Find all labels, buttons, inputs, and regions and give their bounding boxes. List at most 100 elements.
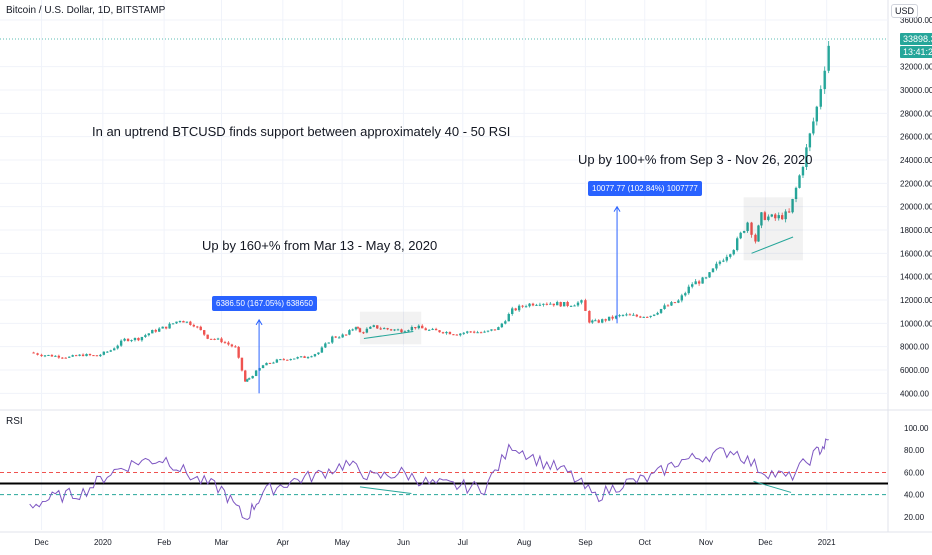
candle-body bbox=[566, 302, 569, 306]
candle-body bbox=[116, 345, 119, 349]
candle-body bbox=[310, 356, 313, 358]
countdown-tag: 13:41:24 bbox=[900, 46, 932, 58]
candle-body bbox=[670, 302, 673, 306]
candle-body bbox=[414, 327, 417, 329]
candle-body bbox=[528, 303, 531, 307]
candle-body bbox=[71, 355, 74, 357]
candle-body bbox=[819, 89, 822, 107]
candle-body bbox=[81, 354, 85, 357]
time-tick-label: Mar bbox=[215, 538, 229, 547]
candle-body bbox=[431, 328, 434, 330]
candle-body bbox=[396, 329, 400, 331]
candle-body bbox=[757, 225, 760, 242]
candle-body bbox=[168, 323, 171, 329]
candle-body bbox=[621, 314, 625, 316]
candle-body bbox=[261, 365, 265, 369]
spring-measure-label[interactable]: 6386.50 (167.05%) 638650 bbox=[212, 296, 317, 311]
candle-body bbox=[272, 362, 275, 364]
symbol-title[interactable]: Bitcoin / U.S. Dollar, 1D, BITSTAMP bbox=[6, 5, 166, 16]
candle-body bbox=[282, 359, 286, 361]
price-tick-label: 12000.00 bbox=[900, 296, 932, 305]
candle-body bbox=[68, 356, 71, 358]
candle-body bbox=[625, 314, 628, 316]
candle-body bbox=[459, 333, 462, 336]
candle-body bbox=[365, 328, 369, 333]
candle-body bbox=[354, 327, 358, 330]
candle-body bbox=[178, 320, 182, 322]
candle-body bbox=[715, 263, 718, 269]
candle-body bbox=[718, 261, 722, 264]
price-tick-label: 14000.00 bbox=[900, 273, 932, 282]
price-tick-label: 18000.00 bbox=[900, 226, 932, 235]
candle-body bbox=[421, 325, 424, 329]
candle-body bbox=[123, 338, 126, 341]
candle-body bbox=[158, 328, 161, 332]
price-tick-label: 22000.00 bbox=[900, 179, 932, 188]
candle-body bbox=[417, 325, 420, 329]
candle-body bbox=[386, 328, 389, 330]
candle-body bbox=[324, 343, 327, 348]
candle-body bbox=[777, 215, 780, 219]
time-tick-label: Apr bbox=[277, 538, 290, 547]
candle-body bbox=[701, 277, 704, 284]
candle-body bbox=[351, 329, 354, 331]
candle-body bbox=[434, 328, 438, 331]
candle-body bbox=[286, 359, 289, 361]
candle-body bbox=[812, 121, 815, 134]
candle-body bbox=[656, 312, 659, 315]
candle-body bbox=[452, 334, 455, 336]
candle-body bbox=[161, 326, 164, 329]
candle-body bbox=[99, 354, 102, 357]
candle-body bbox=[206, 334, 209, 339]
spring-rally-annotation[interactable]: Up by 160+% from Mar 13 - May 8, 2020 bbox=[202, 238, 438, 253]
candle-body bbox=[369, 326, 372, 329]
candle-body bbox=[704, 277, 708, 279]
candle-body bbox=[144, 335, 147, 337]
candle-body bbox=[787, 211, 791, 213]
candle-body bbox=[171, 323, 175, 325]
rsi-label[interactable]: RSI bbox=[6, 416, 23, 427]
candle-body bbox=[137, 337, 140, 341]
support-note-annotation[interactable]: In an uptrend BTCUSD finds support betwe… bbox=[92, 124, 511, 139]
candle-body bbox=[424, 328, 427, 331]
candle-body bbox=[618, 315, 621, 317]
candle-body bbox=[410, 327, 414, 331]
candle-body bbox=[642, 316, 645, 318]
candle-body bbox=[50, 354, 54, 357]
candle-body bbox=[289, 359, 292, 361]
time-tick-label: 2020 bbox=[94, 538, 112, 547]
rsi-tick-label: 40.00 bbox=[904, 491, 925, 500]
candle-body bbox=[531, 303, 535, 306]
candle-body bbox=[296, 357, 299, 359]
candle-body bbox=[348, 330, 351, 335]
candle-body bbox=[697, 281, 701, 284]
candle-body bbox=[754, 234, 757, 242]
time-tick-label: May bbox=[335, 538, 350, 547]
rsi-tick-label: 20.00 bbox=[904, 513, 925, 522]
autumn-measure-arrowhead bbox=[613, 205, 621, 212]
candle-body bbox=[805, 147, 808, 167]
price-tick-label: 28000.00 bbox=[900, 109, 932, 118]
candle-body bbox=[64, 357, 67, 359]
candle-body bbox=[469, 331, 472, 333]
candle-body bbox=[691, 284, 694, 287]
candle-body bbox=[154, 329, 157, 332]
candle-body bbox=[601, 319, 604, 323]
last-price-tag: 33898.30 bbox=[900, 33, 932, 45]
candle-body bbox=[493, 329, 497, 331]
candle-body bbox=[760, 212, 763, 226]
autumn-measure-label[interactable]: 10077.77 (102.84%) 1007777 bbox=[588, 181, 702, 196]
currency-badge[interactable]: USD bbox=[891, 4, 919, 18]
candle-body bbox=[666, 305, 670, 307]
price-tick-label: 8000.00 bbox=[900, 343, 929, 352]
candle-body bbox=[507, 313, 510, 322]
rsi-line bbox=[29, 438, 829, 521]
candle-body bbox=[549, 303, 552, 305]
rsi-divergence-may bbox=[359, 486, 412, 495]
candle-body bbox=[40, 354, 43, 357]
price-tick-label: 16000.00 bbox=[900, 249, 932, 258]
autumn-rally-annotation[interactable]: Up by 100+% from Sep 3 - Nov 26, 2020 bbox=[578, 152, 813, 167]
candle-body bbox=[732, 250, 735, 255]
candle-body bbox=[109, 350, 112, 352]
